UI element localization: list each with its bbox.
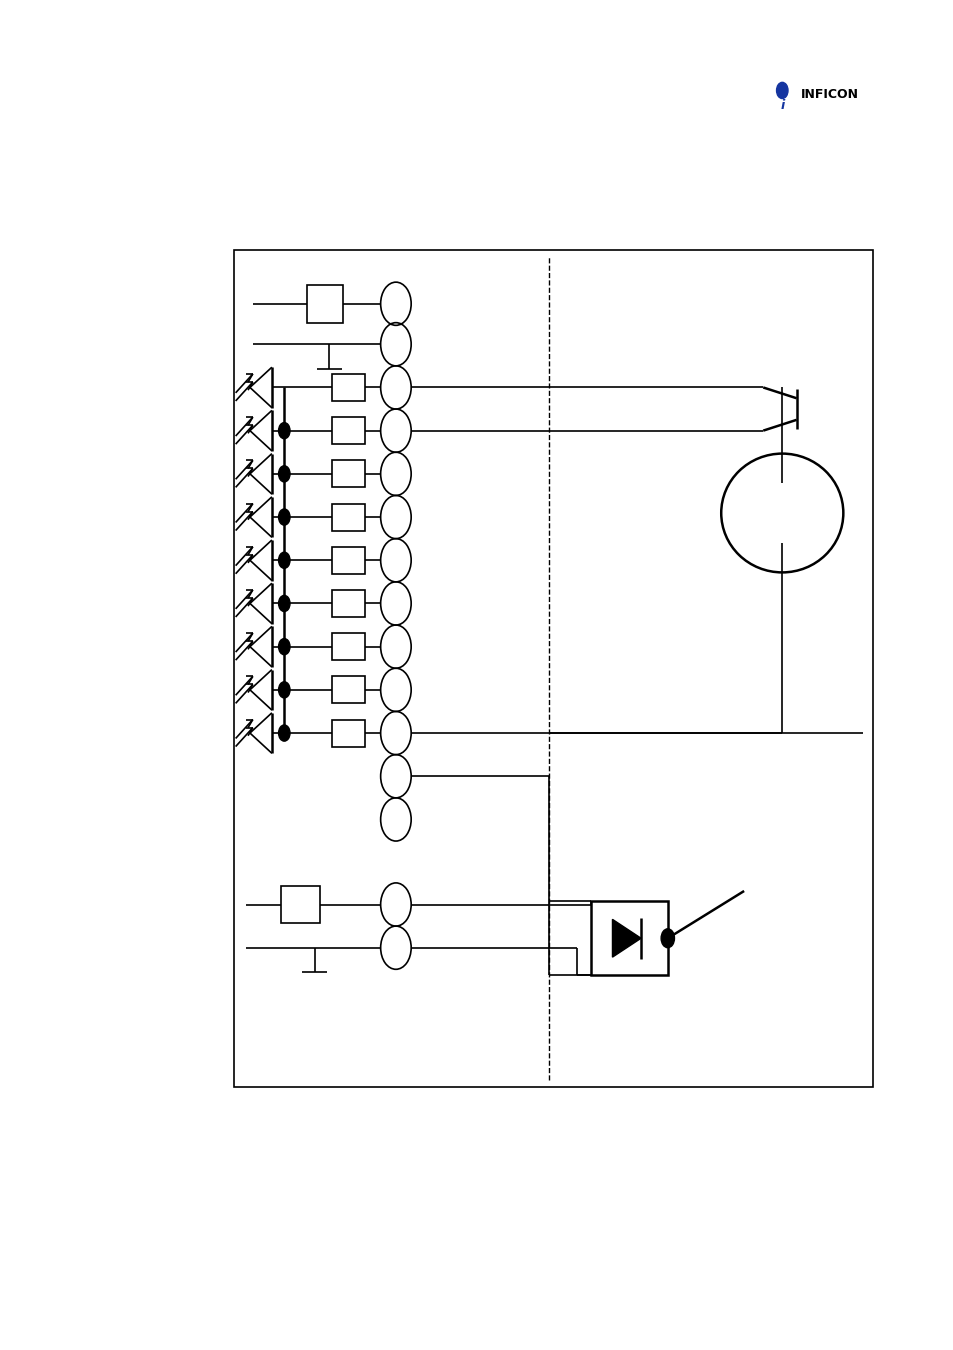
Circle shape xyxy=(278,595,290,612)
Circle shape xyxy=(278,423,290,439)
Circle shape xyxy=(278,466,290,482)
Circle shape xyxy=(278,639,290,655)
Circle shape xyxy=(278,509,290,525)
Text: i: i xyxy=(780,99,783,112)
Circle shape xyxy=(278,725,290,741)
Text: INFICON: INFICON xyxy=(800,88,858,101)
Circle shape xyxy=(278,552,290,568)
Circle shape xyxy=(776,82,787,99)
Polygon shape xyxy=(612,919,640,957)
Circle shape xyxy=(660,929,674,948)
Circle shape xyxy=(278,682,290,698)
